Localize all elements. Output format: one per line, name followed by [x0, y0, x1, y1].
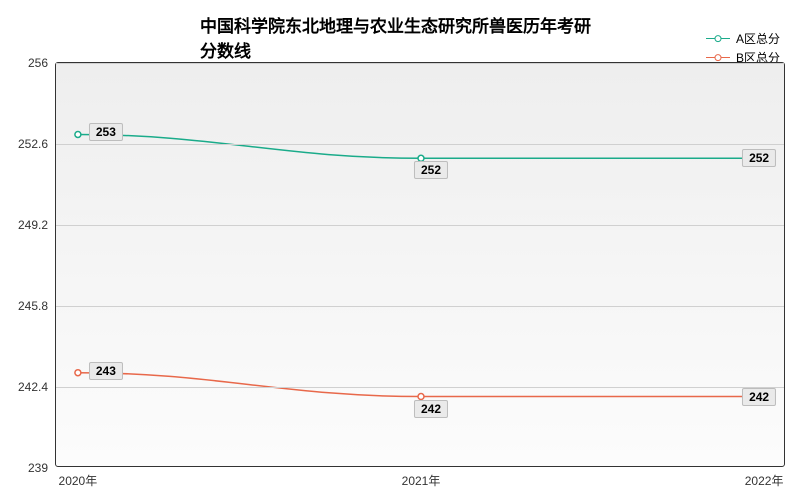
- data-label: 243: [89, 362, 123, 380]
- legend-swatch-b: [706, 57, 730, 58]
- chart-title: 中国科学院东北地理与农业生态研究所兽医历年考研分数线: [200, 12, 600, 62]
- legend-swatch-a: [706, 38, 730, 39]
- x-tick-label: 2022年: [745, 466, 784, 489]
- plot-area: 239242.4245.8249.2252.62562020年2021年2022…: [55, 62, 785, 467]
- y-tick-label: 252.6: [18, 137, 56, 151]
- x-tick-label: 2021年: [402, 466, 441, 489]
- data-label: 242: [414, 400, 448, 418]
- grid-line: [56, 144, 784, 145]
- grid-line: [56, 225, 784, 226]
- data-label: 242: [742, 388, 776, 406]
- series-marker: [75, 370, 81, 376]
- grid-line: [56, 306, 784, 307]
- y-tick-label: 242.4: [18, 380, 56, 394]
- data-label: 252: [414, 161, 448, 179]
- y-tick-label: 256: [28, 56, 56, 70]
- data-label: 252: [742, 149, 776, 167]
- grid-line: [56, 387, 784, 388]
- data-label: 253: [89, 123, 123, 141]
- y-tick-label: 245.8: [18, 299, 56, 313]
- grid-line: [56, 63, 784, 64]
- legend-item-a: A区总分: [706, 30, 780, 47]
- legend-label-a: A区总分: [736, 30, 780, 47]
- y-tick-label: 239: [28, 461, 56, 475]
- chart-container: 中国科学院东北地理与农业生态研究所兽医历年考研分数线 A区总分 B区总分 239…: [0, 0, 800, 500]
- x-tick-label: 2020年: [59, 466, 98, 489]
- series-marker: [75, 131, 81, 137]
- y-tick-label: 249.2: [18, 218, 56, 232]
